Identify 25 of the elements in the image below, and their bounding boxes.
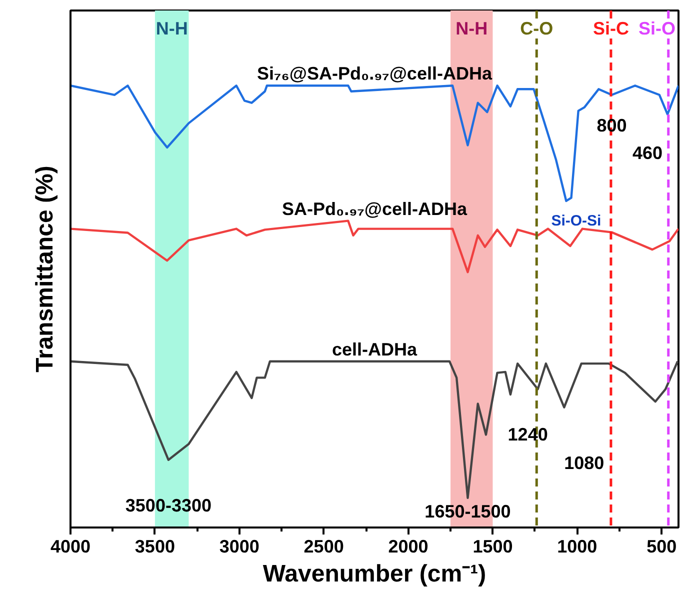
ref-line-label: C-O bbox=[520, 18, 554, 38]
x-tick-label: 2000 bbox=[388, 536, 428, 556]
x-axis-title: Wavenumber (cm⁻¹) bbox=[262, 560, 486, 588]
annotation: 1240 bbox=[508, 424, 548, 445]
annotation: 800 bbox=[596, 115, 627, 136]
annotation: 1080 bbox=[564, 452, 604, 473]
series-label: cell-ADHa bbox=[332, 339, 418, 360]
band-label: N-H bbox=[156, 18, 188, 38]
x-tick-label: 3000 bbox=[219, 536, 260, 556]
x-tick-label: 500 bbox=[646, 536, 677, 556]
series-label: Si₇₆@SA-Pd₀.₉₇@cell-ADHa bbox=[257, 64, 493, 84]
ref-line-label: Si-O bbox=[638, 18, 676, 38]
x-tick-label: 3500 bbox=[134, 536, 175, 556]
y-axis-title: Transmittance (%) bbox=[32, 166, 58, 372]
annotation: Si-O-Si bbox=[551, 212, 602, 230]
ref-line-label: Si-C bbox=[592, 18, 629, 38]
annotation: 3500-3300 bbox=[125, 495, 212, 516]
series-label: SA-Pd₀.₉₇@cell-ADHa bbox=[282, 198, 468, 219]
x-tick-label: 2500 bbox=[304, 536, 344, 556]
band-label: N-H bbox=[456, 18, 488, 38]
x-tick-label: 1000 bbox=[557, 536, 598, 556]
x-tick-label: 4000 bbox=[50, 536, 91, 556]
annotation: 1650-1500 bbox=[424, 501, 511, 522]
x-tick-label: 1500 bbox=[472, 536, 513, 556]
annotation: 460 bbox=[632, 142, 663, 163]
